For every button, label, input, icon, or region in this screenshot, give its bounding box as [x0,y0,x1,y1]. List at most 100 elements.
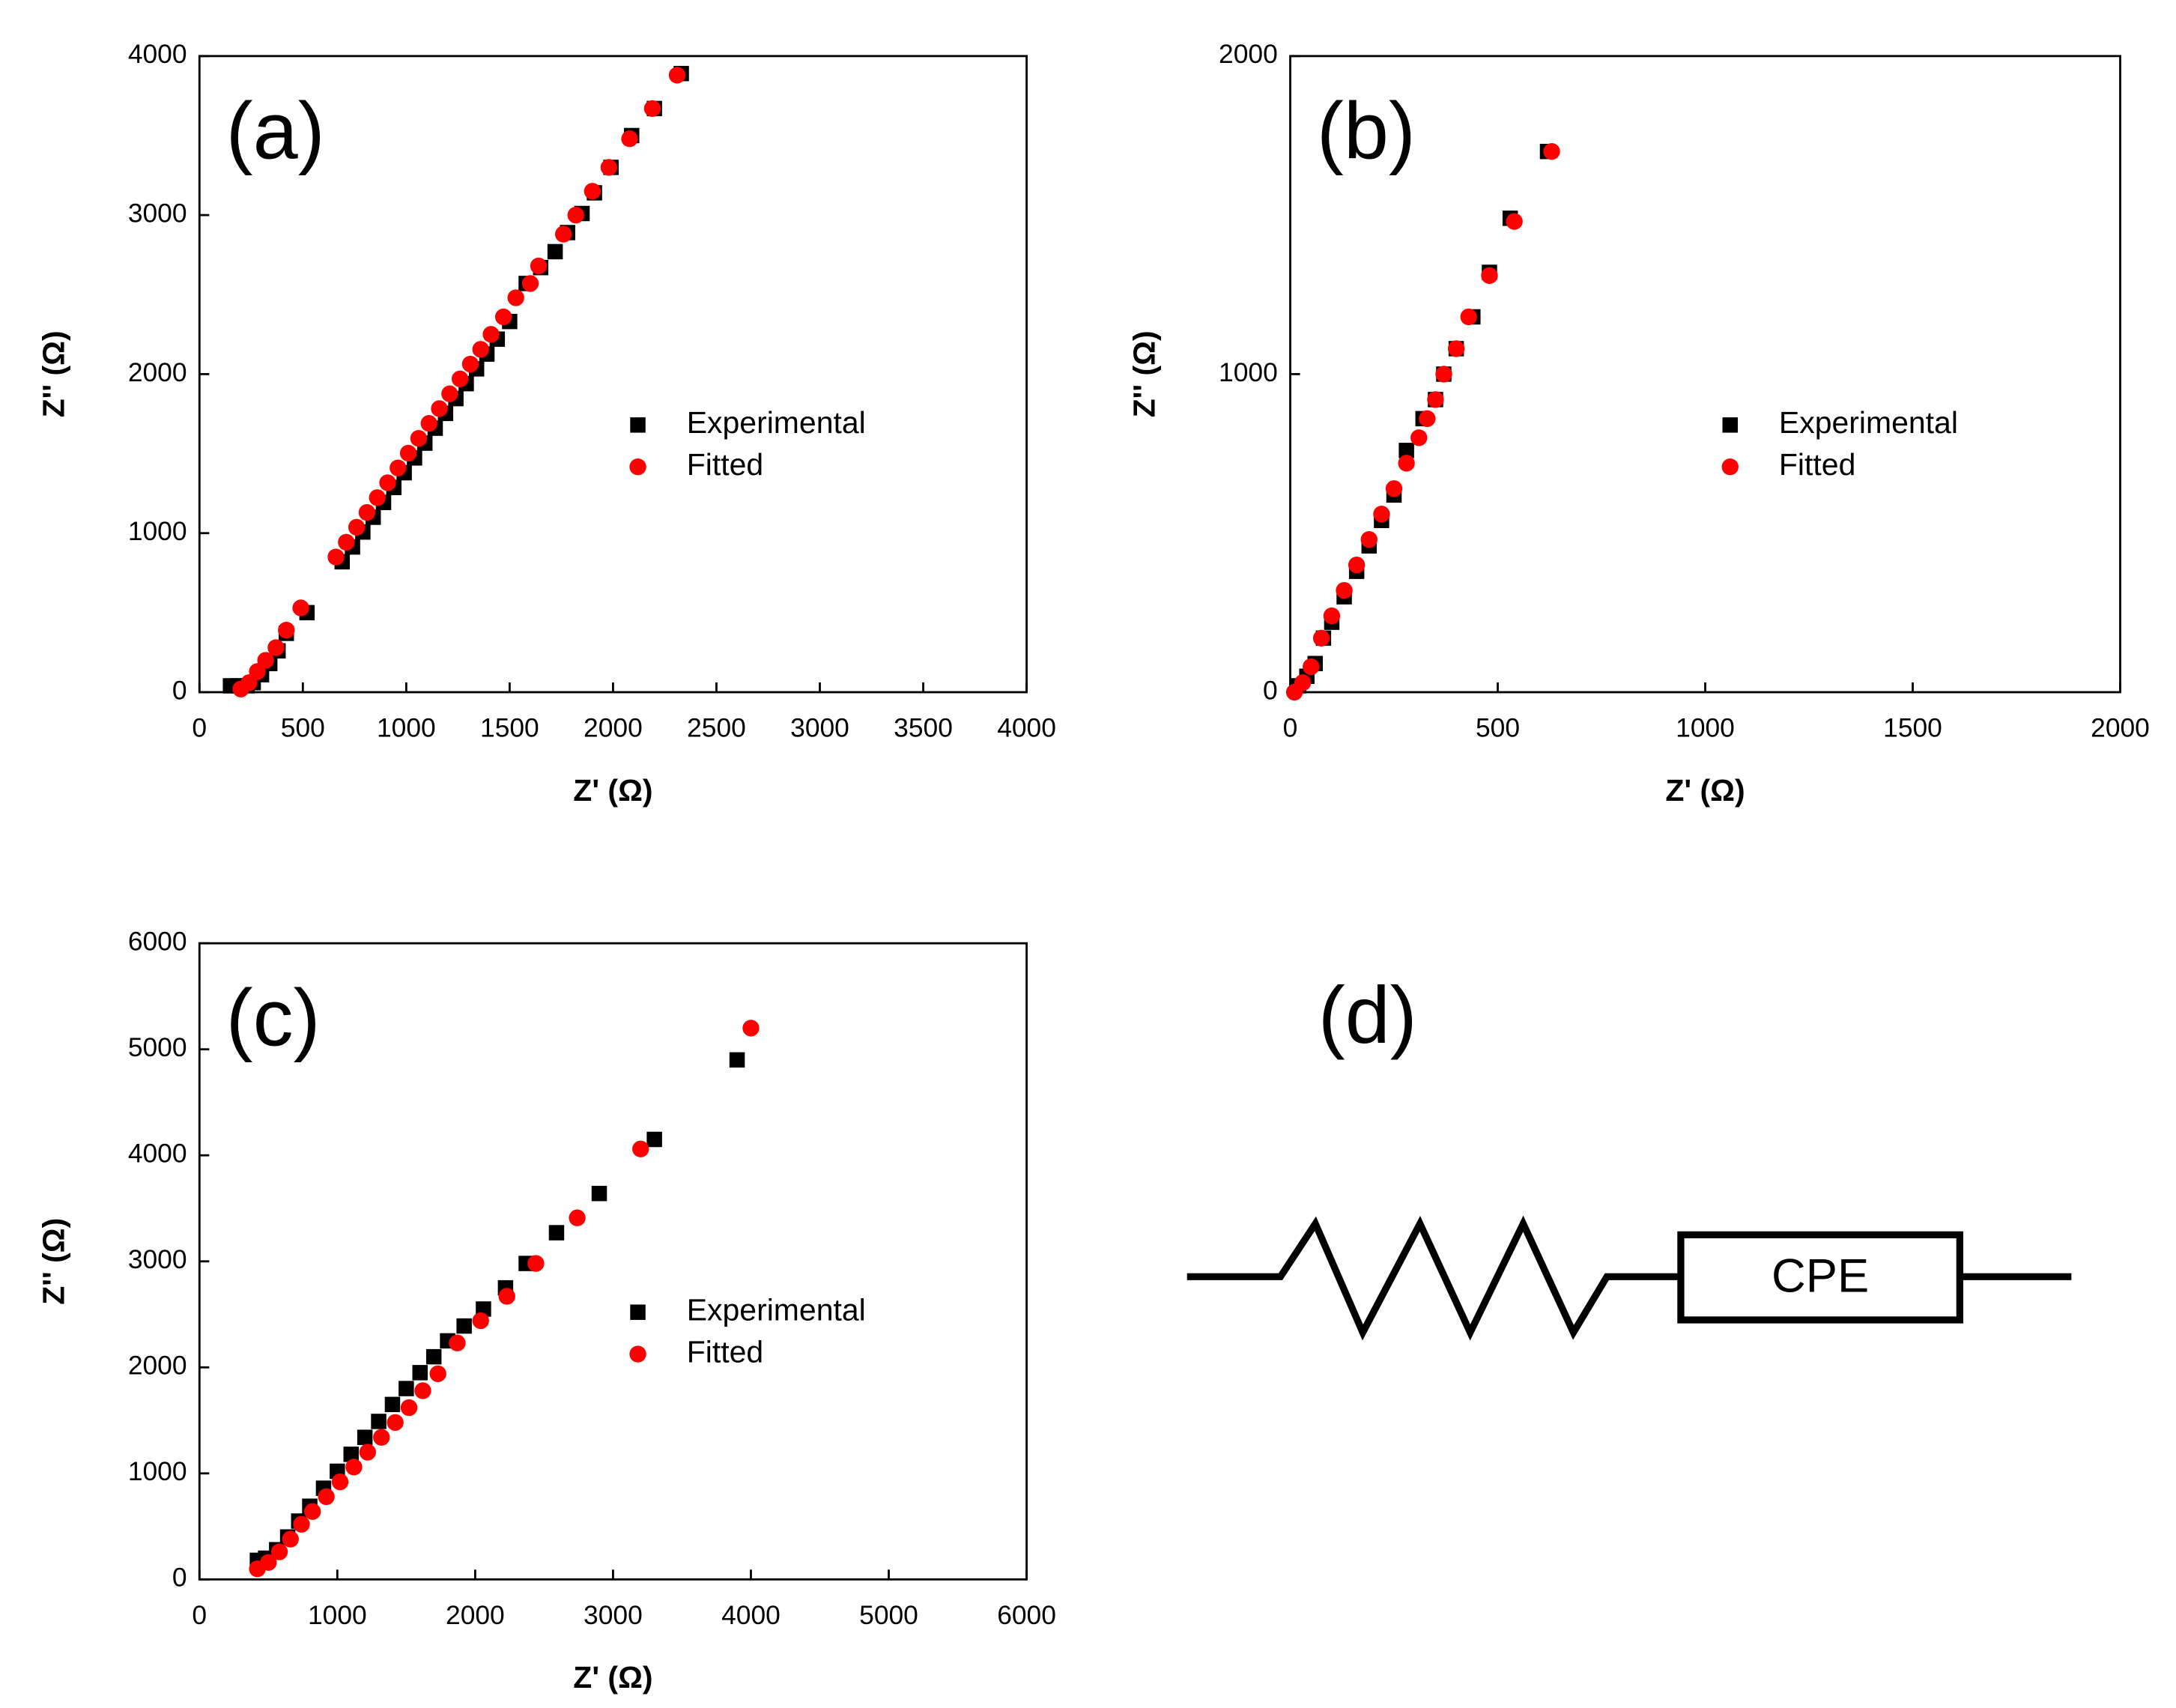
legend-marker [1722,417,1738,433]
marker [260,1554,277,1571]
marker [1385,480,1403,497]
resistor [1187,1215,1681,1341]
marker [327,548,345,566]
y-tick-label: 6000 [128,927,187,957]
y-axis-label: Z'' (Ω) [36,1218,70,1305]
marker [621,130,638,148]
marker [584,183,601,200]
marker [384,1396,401,1413]
x-tick-label: 3000 [584,1601,643,1630]
marker [548,1225,565,1241]
marker [1419,410,1436,428]
marker [507,289,524,306]
x-axis-label: Z' (Ω) [573,773,652,808]
marker [373,1429,390,1446]
marker [1373,506,1390,523]
marker [1410,429,1428,446]
marker [345,1459,363,1476]
marker [412,1365,428,1381]
marker [1506,213,1523,230]
marker [1398,455,1415,472]
marker [338,533,355,551]
y-tick-label: 5000 [128,1033,187,1062]
x-tick-label: 2000 [584,714,643,743]
marker [425,1348,442,1365]
legend-label: Experimental [1779,405,1958,440]
marker [343,1447,359,1462]
x-tick-label: 1500 [480,714,539,743]
marker [292,599,309,617]
marker [472,341,489,358]
x-tick-label: 0 [192,714,207,743]
marker [472,1312,489,1330]
marker [1303,658,1320,676]
legend-label: Fitted [687,447,763,482]
marker [414,1382,431,1399]
panel-label: (a) [226,85,325,175]
marker [742,1020,760,1037]
chart: 0 500 1000 1500 2000 0 1000 2000 Z' (Ω) Z'' (Ω) (b… [1127,40,2150,808]
marker [1427,391,1444,408]
x-tick-label: 4000 [997,714,1056,743]
marker [530,257,548,275]
marker [267,639,285,656]
marker [304,1503,321,1520]
x-tick-label: 2500 [687,714,746,743]
marker [358,503,376,521]
marker [547,243,563,260]
marker [1543,143,1560,160]
x-tick-label: 500 [281,714,325,743]
marker [318,1488,335,1506]
x-tick-label: 3000 [790,714,849,743]
marker [410,430,428,447]
marker [461,355,479,373]
marker [567,206,584,224]
x-tick-label: 5000 [859,1601,918,1630]
marker [1294,674,1312,691]
y-tick-label: 2000 [128,1351,187,1381]
marker [554,225,572,243]
marker [293,1515,310,1533]
marker [668,67,686,84]
marker [449,1334,466,1351]
marker [431,400,448,417]
marker [591,1185,607,1202]
marker [1460,308,1477,326]
x-tick-label: 2000 [2091,714,2150,743]
x-tick-label: 6000 [997,1601,1056,1630]
marker [600,159,618,176]
legend-marker [1721,458,1739,476]
marker [369,489,386,506]
marker [1360,531,1378,548]
y-tick-label: 4000 [128,1139,187,1169]
panel-label: (d) [1318,969,1417,1060]
legend-marker [629,1345,646,1363]
marker [257,652,274,669]
marker [482,326,500,343]
marker [387,1414,404,1432]
chart: 0 1000 2000 3000 4000 5000 6000 0 1000 2000 3000 40… [36,927,1056,1695]
x-tick-label: 500 [1476,714,1520,743]
y-tick-label: 0 [1263,676,1278,705]
circuit-diagram: (d) CPE [1187,969,2072,1341]
marker [420,415,437,432]
marker [1481,267,1498,284]
y-tick-label: 1000 [1219,358,1278,387]
marker [429,1365,446,1382]
legend-marker [629,458,646,476]
marker [348,518,366,536]
legend-label: Experimental [687,405,866,440]
marker [527,1255,545,1272]
legend-marker [630,1304,646,1320]
cpe-box [1677,1231,1964,1324]
panel-label: (c) [226,972,321,1063]
marker [379,474,396,491]
marker [494,308,512,326]
marker [632,1140,649,1157]
marker [398,1381,414,1396]
marker [441,385,458,402]
x-tick-label: 1500 [1883,714,1942,743]
marker [399,444,417,462]
marker [456,1318,472,1334]
